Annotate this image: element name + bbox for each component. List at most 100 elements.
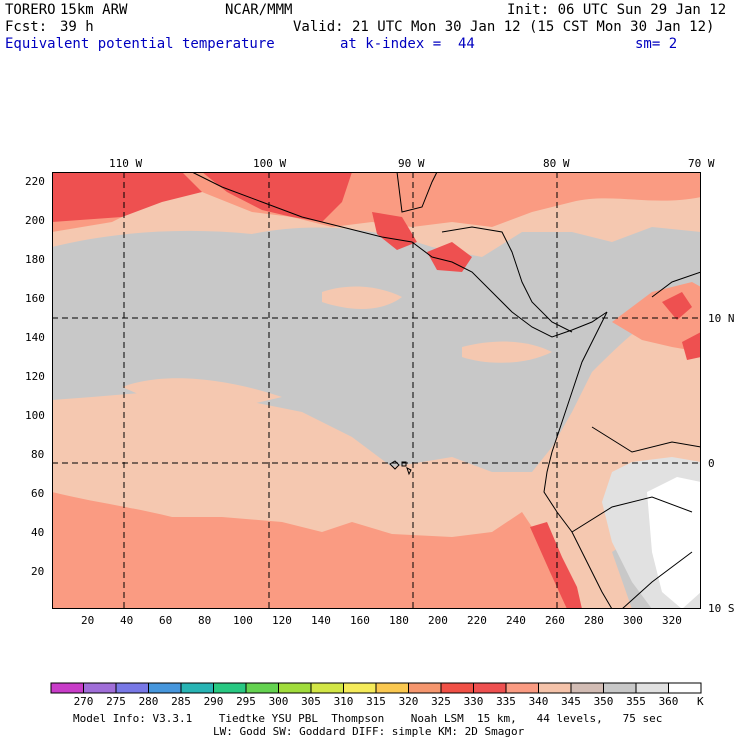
graticule xyxy=(52,172,701,609)
colorbar-swatch xyxy=(668,682,702,694)
red-region xyxy=(202,172,352,222)
colorbar-swatch xyxy=(278,682,312,694)
colorbar-swatch xyxy=(50,682,84,694)
field-name: Equivalent potential temperature xyxy=(5,36,275,52)
colorbar-swatch xyxy=(538,682,572,694)
colorbar-label: 305 xyxy=(301,695,321,708)
x-tick: 260 xyxy=(545,614,565,627)
colorbar-label: 270 xyxy=(73,695,94,708)
x-tick: 220 xyxy=(467,614,487,627)
x-tick: 320 xyxy=(662,614,682,627)
coastline-caribbean xyxy=(396,172,573,333)
colorbar-label: 340 xyxy=(528,695,549,708)
y-tick: 80 xyxy=(31,448,45,461)
colorbar-label: 360 xyxy=(658,695,679,708)
colorbar-swatch xyxy=(570,682,604,694)
y-tick: 200 xyxy=(25,214,45,227)
red-region xyxy=(682,332,701,360)
colorbar-label: 290 xyxy=(203,695,224,708)
colorbar-swatch xyxy=(83,682,117,694)
colorbar-swatch xyxy=(505,682,539,694)
colorbar-swatch xyxy=(473,682,507,694)
red-region xyxy=(530,522,582,609)
colorbar-label: 295 xyxy=(236,695,256,708)
x-tick: 140 xyxy=(311,614,331,627)
colorbar-label: 310 xyxy=(333,695,354,708)
red-region xyxy=(662,292,692,320)
y-tick: 20 xyxy=(31,565,45,578)
x-tick: 280 xyxy=(584,614,604,627)
colorbar xyxy=(50,682,702,694)
gray-region xyxy=(52,227,701,472)
center-name: NCAR/MMM xyxy=(225,2,293,18)
galapagos-islands xyxy=(389,460,412,476)
model-info: Model Info: V3.3.1 Tiedtke YSU PBL Thomp… xyxy=(73,712,663,725)
colorbar-swatch xyxy=(245,682,279,694)
y-tick: 140 xyxy=(25,331,45,344)
x-tick: 40 xyxy=(120,614,134,627)
model-resolution: 15km ARW xyxy=(60,2,128,18)
colorbar-label: 355 xyxy=(626,695,646,708)
x-tick: 120 xyxy=(272,614,292,627)
y-tick: 180 xyxy=(25,253,45,266)
model-name: TORERO xyxy=(5,2,56,18)
forecast-label: Fcst: xyxy=(5,19,48,35)
peach-patch xyxy=(122,378,282,404)
x-tick: 200 xyxy=(428,614,448,627)
y-tick: 40 xyxy=(31,526,45,539)
colorbar-label: 300 xyxy=(268,695,289,708)
colorbar-label: 330 xyxy=(463,695,484,708)
smoothing-value: sm= 2 xyxy=(635,36,678,52)
valid-time: Valid: 21 UTC Mon 30 Jan 12 (15 CST Mon … xyxy=(293,19,715,35)
x-tick: 80 xyxy=(198,614,212,627)
colorbar-swatch xyxy=(440,682,474,694)
x-tick: 240 xyxy=(506,614,526,627)
coastline-central-america xyxy=(191,172,608,338)
y-tick: 60 xyxy=(31,487,45,500)
colorbar-label: 280 xyxy=(138,695,159,708)
map-frame xyxy=(52,172,701,609)
x-tick: 20 xyxy=(81,614,95,627)
colorbar-swatch xyxy=(180,682,214,694)
lat-label-10s: 10 S xyxy=(708,602,735,615)
border-south-america xyxy=(571,271,701,609)
colorbar-swatch xyxy=(213,682,247,694)
colorbar-swatch xyxy=(343,682,377,694)
x-tick: 180 xyxy=(389,614,409,627)
lon-label-110w: 110 W xyxy=(109,157,143,170)
salmon-region xyxy=(52,172,701,232)
peach-patch xyxy=(462,341,552,363)
lat-label-10n: 10 N xyxy=(708,312,735,325)
x-tick: 300 xyxy=(623,614,643,627)
peach-patch xyxy=(322,286,402,309)
colorbar-label: 275 xyxy=(106,695,126,708)
x-tick: 100 xyxy=(233,614,253,627)
theta-e-map xyxy=(52,172,701,609)
y-tick: 120 xyxy=(25,370,45,383)
level-index: at k-index = 44 xyxy=(340,36,475,52)
y-tick: 220 xyxy=(25,175,45,188)
colorbar-swatch xyxy=(635,682,669,694)
coastline-south-america xyxy=(543,311,613,609)
colorbar-label: 350 xyxy=(593,695,614,708)
red-region xyxy=(52,172,202,222)
colorbar-label: 335 xyxy=(496,695,516,708)
lon-label-70w: 70 W xyxy=(688,157,715,170)
colorbar-swatch xyxy=(310,682,344,694)
colorbar-label: 315 xyxy=(366,695,386,708)
colorbar-swatch xyxy=(408,682,442,694)
colorbar-swatch xyxy=(148,682,182,694)
lon-label-100w: 100 W xyxy=(253,157,287,170)
x-tick: 60 xyxy=(159,614,173,627)
lon-label-80w: 80 W xyxy=(543,157,570,170)
y-tick: 160 xyxy=(25,292,45,305)
physics-info: LW: Godd SW: Goddard DIFF: simple KM: 2D… xyxy=(213,725,525,738)
colorbar-swatch xyxy=(115,682,149,694)
y-tick: 100 xyxy=(25,409,45,422)
colorbar-swatch xyxy=(375,682,409,694)
red-region xyxy=(427,242,472,272)
init-time: Init: 06 UTC Sun 29 Jan 12 xyxy=(507,2,727,18)
colorbar-label: 345 xyxy=(561,695,581,708)
lat-label-equator: 0 xyxy=(708,457,715,470)
salmon-region xyxy=(52,492,577,609)
